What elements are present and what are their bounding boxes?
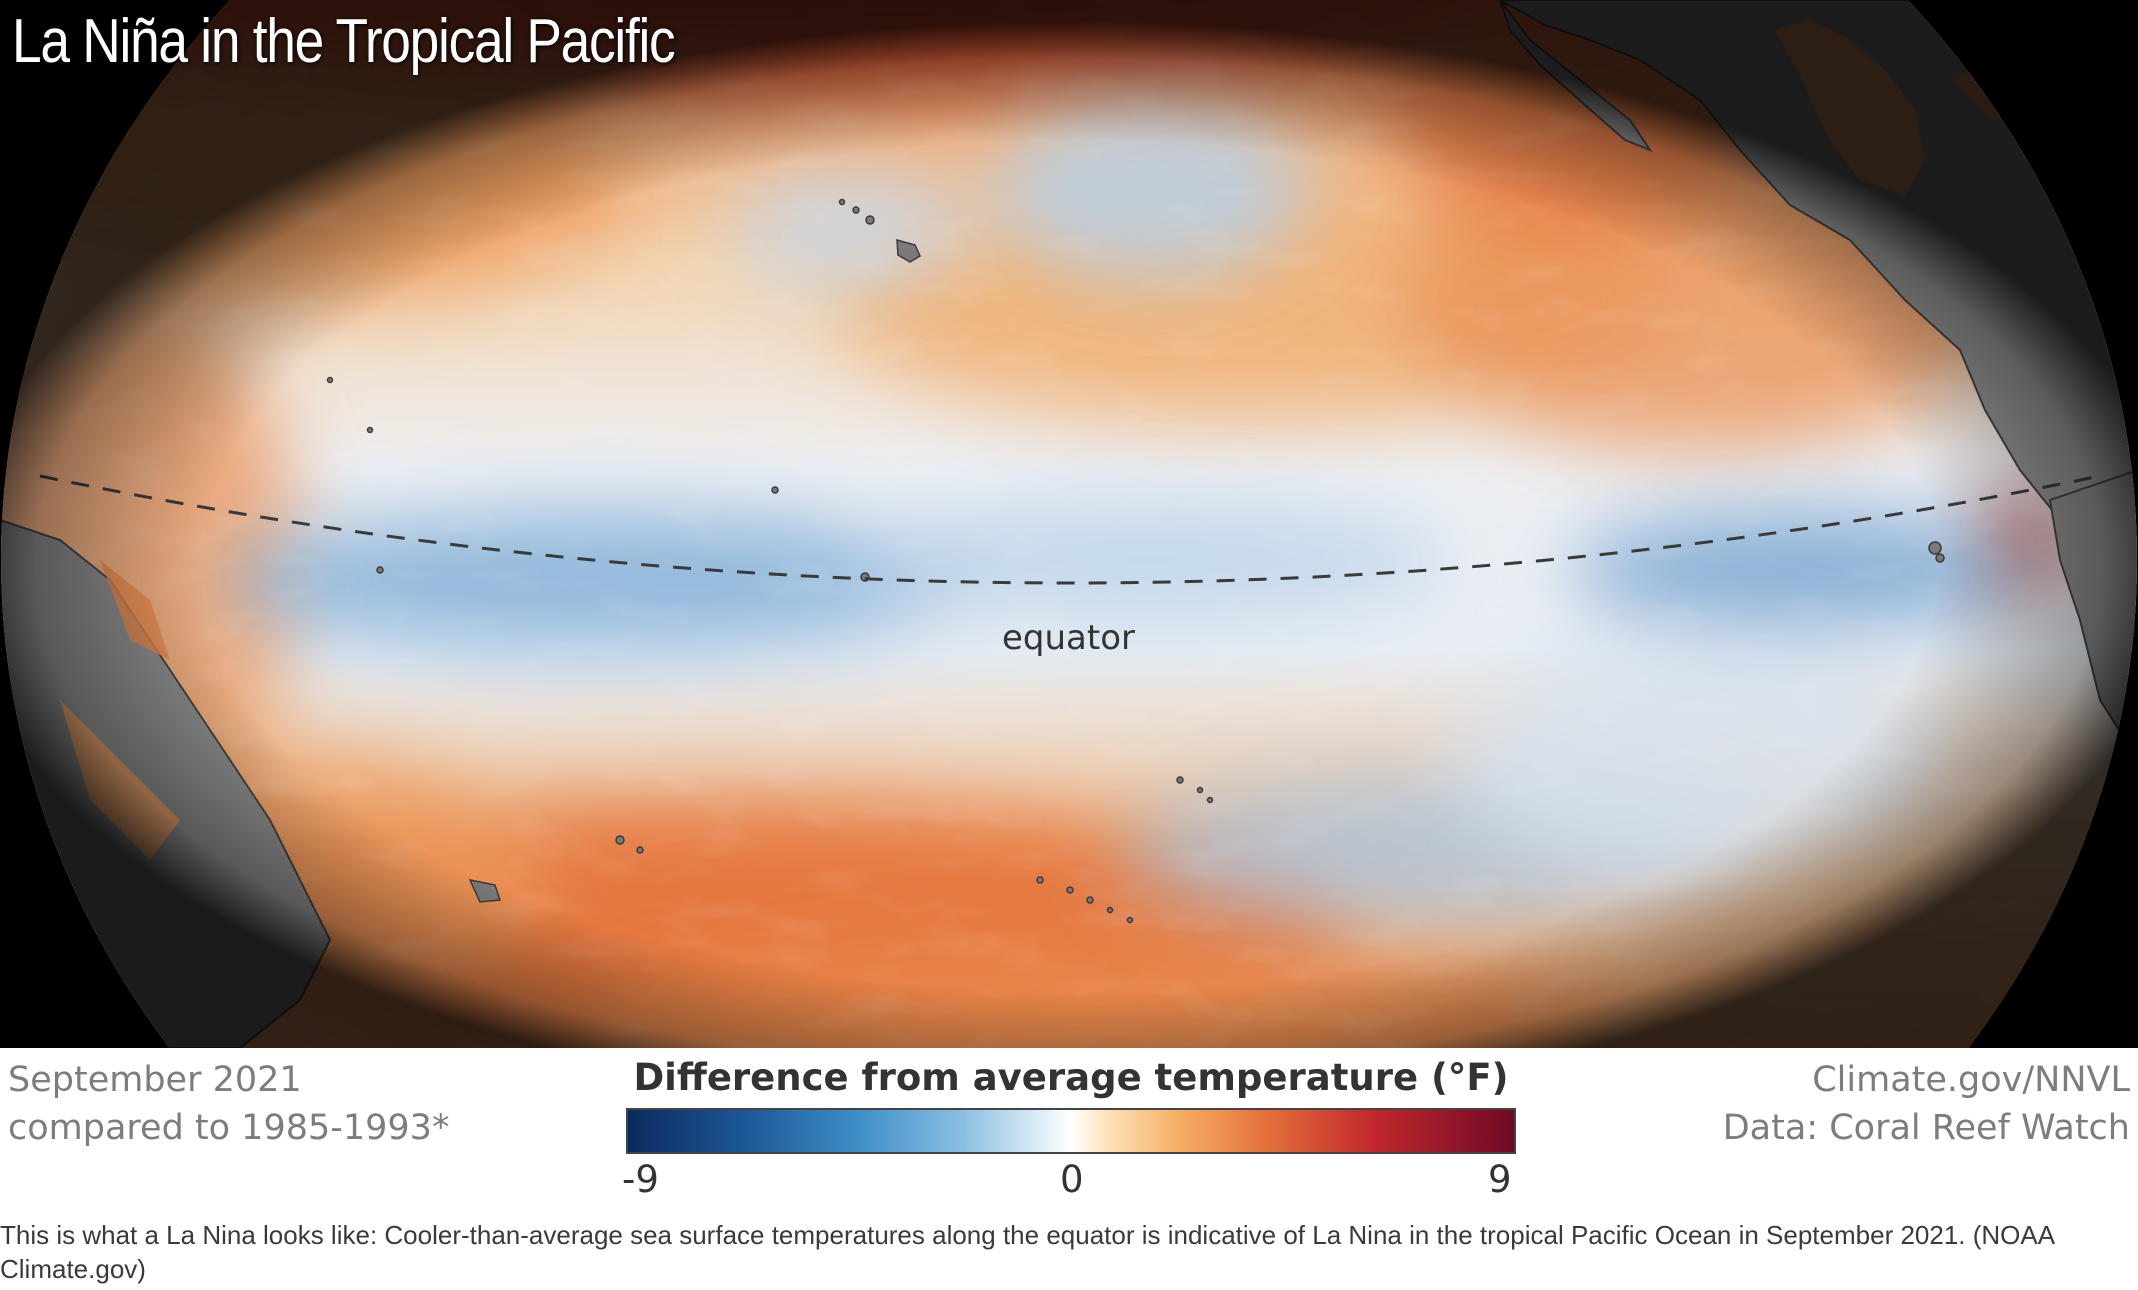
baseline-label: compared to 1985-1993* [8,1108,450,1148]
globe-image [0,0,2138,1048]
sea-surface-temperature-map: La Niña in the Tropical Pacific equator [0,0,2138,1048]
colorbar-mid-label: 0 [1060,1158,1084,1201]
ocean-anomaly-field [1,0,2137,1048]
legend-title: Difference from average temperature (°F) [633,1056,1509,1099]
colorbar-min-label: -9 [622,1158,659,1201]
figure-caption: This is what a La Nina looks like: Coole… [0,1220,2054,1284]
temperature-colorbar [626,1108,1516,1154]
equator-label: equator [1002,618,1135,658]
colorbar-max-label: 9 [1488,1158,1512,1201]
credit-label: Climate.gov/NNVL [1812,1060,2130,1100]
legend-strip: September 2021 compared to 1985-1993* Di… [0,1048,2138,1218]
data-source-label: Data: Coral Reef Watch [1722,1108,2130,1148]
date-label: September 2021 [8,1060,302,1100]
map-title: La Niña in the Tropical Pacific [12,7,676,76]
